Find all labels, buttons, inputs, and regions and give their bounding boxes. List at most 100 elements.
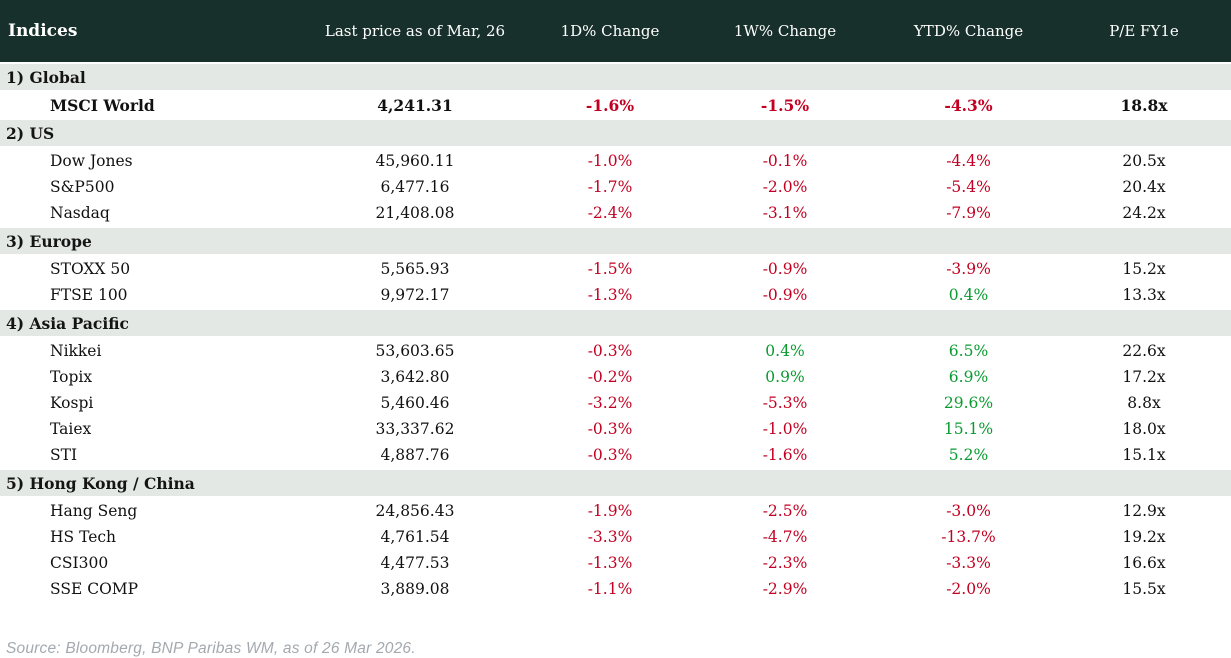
change-1d-value: -1.7% xyxy=(530,174,690,200)
change-1w-value: -1.0% xyxy=(690,416,880,442)
index-row: STOXX 50 5,565.93 -1.5% -0.9% -3.9% 15.2x xyxy=(0,255,1231,282)
index-row: Hang Seng 24,856.43 -1.9% -2.5% -3.0% 12.9x xyxy=(0,497,1231,524)
section-label: 5) Hong Kong / China xyxy=(0,468,1231,498)
index-row: S&P500 6,477.16 -1.7% -2.0% -5.4% 20.4x xyxy=(0,174,1231,200)
change-1w-value: -3.1% xyxy=(690,200,880,227)
change-1d-value: -1.9% xyxy=(530,497,690,524)
section-row: 4) Asia Pacific xyxy=(0,308,1231,338)
change-1w-value: -1.6% xyxy=(690,442,880,469)
change-1d-value: -0.3% xyxy=(530,416,690,442)
pe-fy1e-value: 12.9x xyxy=(1057,497,1231,524)
table-header-row: Indices Last price as of Mar, 26 1D% Cha… xyxy=(0,0,1231,63)
change-1d-value: -1.0% xyxy=(530,147,690,174)
pe-fy1e-value: 20.4x xyxy=(1057,174,1231,200)
section-label: 3) Europe xyxy=(0,226,1231,256)
column-header-1d-change: 1D% Change xyxy=(530,0,690,63)
index-name: Topix xyxy=(0,364,300,390)
change-ytd-value: 29.6% xyxy=(880,390,1057,416)
source-note: Source: Bloomberg, BNP Paribas WM, as of… xyxy=(6,640,416,657)
change-ytd-value: 15.1% xyxy=(880,416,1057,442)
change-1d-value: -3.2% xyxy=(530,390,690,416)
index-row: Kospi 5,460.46 -3.2% -5.3% 29.6% 8.8x xyxy=(0,390,1231,416)
change-ytd-value: -4.3% xyxy=(880,91,1057,119)
column-header-1w-change: 1W% Change xyxy=(690,0,880,63)
index-name: HS Tech xyxy=(0,524,300,550)
change-1w-value: -2.5% xyxy=(690,497,880,524)
change-ytd-value: 5.2% xyxy=(880,442,1057,469)
index-name: Nasdaq xyxy=(0,200,300,227)
change-1w-value: -4.7% xyxy=(690,524,880,550)
index-row: STI 4,887.76 -0.3% -1.6% 5.2% 15.1x xyxy=(0,442,1231,469)
pe-fy1e-value: 15.5x xyxy=(1057,576,1231,602)
pe-fy1e-value: 13.3x xyxy=(1057,282,1231,309)
index-row: Taiex 33,337.62 -0.3% -1.0% 15.1% 18.0x xyxy=(0,416,1231,442)
change-ytd-value: -7.9% xyxy=(880,200,1057,227)
change-ytd-value: -13.7% xyxy=(880,524,1057,550)
last-price-value: 4,477.53 xyxy=(300,550,530,576)
change-1w-value: 0.9% xyxy=(690,364,880,390)
column-header-ytd-change: YTD% Change xyxy=(880,0,1057,63)
last-price-value: 5,460.46 xyxy=(300,390,530,416)
change-ytd-value: -5.4% xyxy=(880,174,1057,200)
index-name: MSCI World xyxy=(0,91,300,119)
section-label: 4) Asia Pacific xyxy=(0,308,1231,338)
index-row: SSE COMP 3,889.08 -1.1% -2.9% -2.0% 15.5x xyxy=(0,576,1231,602)
pe-fy1e-value: 18.0x xyxy=(1057,416,1231,442)
index-row: Nikkei 53,603.65 -0.3% 0.4% 6.5% 22.6x xyxy=(0,337,1231,364)
index-name: Taiex xyxy=(0,416,300,442)
change-1w-value: -2.9% xyxy=(690,576,880,602)
change-ytd-value: 6.9% xyxy=(880,364,1057,390)
change-1d-value: -2.4% xyxy=(530,200,690,227)
last-price-value: 4,241.31 xyxy=(300,91,530,119)
index-name: Dow Jones xyxy=(0,147,300,174)
section-row: 2) US xyxy=(0,118,1231,148)
last-price-value: 33,337.62 xyxy=(300,416,530,442)
index-name: STI xyxy=(0,442,300,469)
change-1w-value: -0.1% xyxy=(690,147,880,174)
index-name: STOXX 50 xyxy=(0,255,300,282)
section-row: 5) Hong Kong / China xyxy=(0,468,1231,498)
change-ytd-value: 6.5% xyxy=(880,337,1057,364)
index-name: Kospi xyxy=(0,390,300,416)
change-1d-value: -1.1% xyxy=(530,576,690,602)
change-ytd-value: -4.4% xyxy=(880,147,1057,174)
pe-fy1e-value: 19.2x xyxy=(1057,524,1231,550)
index-name: CSI300 xyxy=(0,550,300,576)
last-price-value: 3,889.08 xyxy=(300,576,530,602)
index-row: Dow Jones 45,960.11 -1.0% -0.1% -4.4% 20.5x xyxy=(0,147,1231,174)
last-price-value: 45,960.11 xyxy=(300,147,530,174)
last-price-value: 4,887.76 xyxy=(300,442,530,469)
section-row: 1) Global xyxy=(0,62,1231,92)
column-header-pe-fy1e: P/E FY1e xyxy=(1057,0,1231,63)
section-label: 1) Global xyxy=(0,62,1231,92)
pe-fy1e-value: 15.2x xyxy=(1057,255,1231,282)
last-price-value: 9,972.17 xyxy=(300,282,530,309)
change-1d-value: -3.3% xyxy=(530,524,690,550)
pe-fy1e-value: 18.8x xyxy=(1057,91,1231,119)
last-price-value: 3,642.80 xyxy=(300,364,530,390)
column-header-last-price: Last price as of Mar, 26 xyxy=(300,0,530,63)
section-row: 3) Europe xyxy=(0,226,1231,256)
last-price-value: 21,408.08 xyxy=(300,200,530,227)
change-ytd-value: -3.9% xyxy=(880,255,1057,282)
pe-fy1e-value: 8.8x xyxy=(1057,390,1231,416)
index-name: S&P500 xyxy=(0,174,300,200)
last-price-value: 5,565.93 xyxy=(300,255,530,282)
column-header-indices: Indices xyxy=(0,0,300,63)
pe-fy1e-value: 15.1x xyxy=(1057,442,1231,469)
change-1d-value: -1.3% xyxy=(530,550,690,576)
change-ytd-value: -2.0% xyxy=(880,576,1057,602)
change-ytd-value: -3.3% xyxy=(880,550,1057,576)
index-name: Hang Seng xyxy=(0,497,300,524)
last-price-value: 6,477.16 xyxy=(300,174,530,200)
change-1d-value: -0.2% xyxy=(530,364,690,390)
last-price-value: 53,603.65 xyxy=(300,337,530,364)
index-name: SSE COMP xyxy=(0,576,300,602)
change-1w-value: -1.5% xyxy=(690,91,880,119)
change-1d-value: -1.6% xyxy=(530,91,690,119)
change-1w-value: -2.3% xyxy=(690,550,880,576)
change-1d-value: -1.3% xyxy=(530,282,690,309)
table-body: 1) Global MSCI World 4,241.31 -1.6% -1.5% -4.… xyxy=(0,62,1231,602)
index-row: CSI300 4,477.53 -1.3% -2.3% -3.3% 16.6x xyxy=(0,550,1231,576)
pe-fy1e-value: 16.6x xyxy=(1057,550,1231,576)
